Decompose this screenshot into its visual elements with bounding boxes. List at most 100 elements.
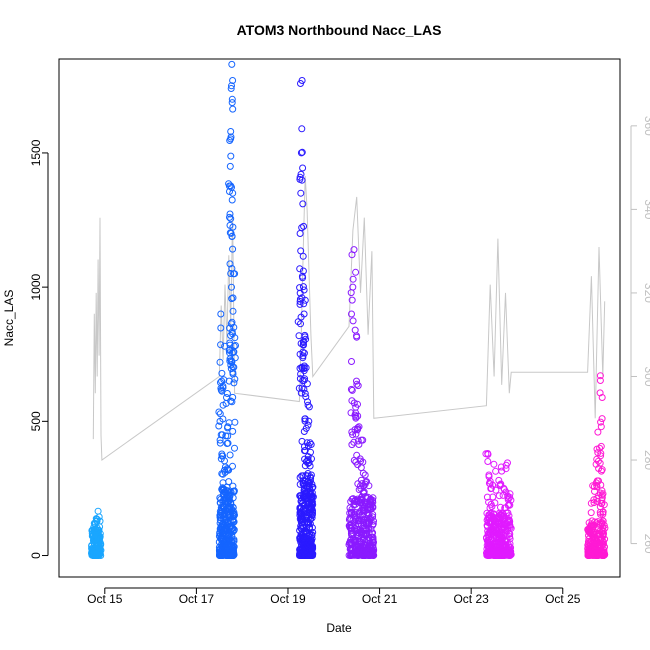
data-point	[304, 470, 312, 477]
data-point	[350, 512, 358, 520]
data-point	[224, 533, 232, 540]
data-point	[598, 519, 606, 526]
data-point	[307, 536, 315, 544]
y-tick-label: 1500	[29, 139, 43, 166]
data-point	[225, 478, 233, 486]
scatter-series	[88, 507, 105, 559]
data-point	[596, 549, 604, 557]
data-point	[596, 444, 604, 452]
data-point	[297, 505, 304, 513]
data-point	[502, 543, 510, 551]
data-point	[490, 551, 498, 559]
data-point	[351, 508, 359, 516]
data-point	[223, 390, 231, 397]
data-point	[505, 516, 513, 524]
data-point	[224, 424, 231, 432]
data-point	[370, 551, 378, 559]
data-point	[367, 495, 375, 503]
data-point	[484, 450, 492, 458]
data-point	[347, 527, 355, 535]
data-point	[227, 85, 235, 92]
y2-tick-label: 340	[642, 199, 650, 219]
data-point	[302, 552, 310, 559]
data-point	[223, 542, 231, 550]
data-point	[303, 380, 311, 388]
data-point	[504, 501, 512, 509]
data-point	[305, 403, 313, 411]
data-point	[347, 551, 355, 559]
data-point	[353, 426, 361, 434]
data-point	[347, 409, 355, 417]
data-point	[296, 295, 304, 303]
data-point	[231, 354, 239, 362]
data-point	[484, 538, 492, 546]
data-point	[586, 550, 594, 558]
data-point	[227, 397, 235, 405]
data-point	[365, 482, 373, 490]
data-point	[222, 550, 229, 558]
data-point	[300, 385, 308, 393]
data-point	[348, 358, 355, 365]
data-point	[230, 363, 238, 371]
data-point	[351, 326, 359, 334]
data-point	[297, 320, 304, 328]
data-point	[215, 532, 223, 540]
data-point	[302, 364, 310, 372]
data-point	[300, 492, 308, 500]
data-point	[355, 546, 362, 554]
data-point	[229, 245, 237, 253]
data-point	[300, 300, 308, 308]
data-point	[584, 551, 592, 559]
data-point	[229, 77, 237, 84]
data-point	[354, 437, 362, 445]
data-point	[96, 523, 104, 531]
data-point	[507, 524, 515, 532]
data-point	[95, 544, 103, 552]
data-point	[219, 452, 227, 460]
data-point	[307, 506, 314, 514]
data-point	[308, 498, 316, 506]
data-point	[298, 519, 306, 526]
data-point	[358, 496, 366, 504]
data-point	[596, 389, 604, 397]
data-point	[366, 534, 374, 542]
data-point	[300, 222, 308, 230]
data-point	[352, 430, 360, 438]
data-point	[486, 530, 494, 538]
data-point	[297, 189, 305, 197]
data-point	[363, 551, 371, 559]
data-point	[229, 307, 237, 315]
data-point	[299, 540, 307, 548]
data-point	[296, 230, 304, 237]
data-point	[229, 393, 237, 401]
data-point	[217, 310, 225, 318]
data-point	[227, 152, 235, 160]
data-point	[350, 399, 358, 407]
data-point	[595, 477, 602, 485]
data-point	[298, 148, 306, 156]
data-point	[306, 462, 314, 470]
data-point	[300, 310, 308, 318]
data-point	[226, 162, 234, 170]
data-point	[216, 508, 224, 515]
data-point	[353, 380, 361, 388]
data-point	[494, 518, 501, 526]
data-point	[296, 492, 304, 500]
data-point	[228, 82, 235, 90]
data-point	[346, 504, 354, 512]
data-point	[217, 324, 225, 332]
data-point	[298, 176, 306, 184]
data-point	[296, 534, 304, 542]
data-point	[225, 514, 233, 522]
data-point	[597, 449, 605, 457]
data-point	[596, 503, 604, 511]
y2-tick-label: 360	[642, 116, 650, 136]
data-point	[219, 415, 227, 423]
data-point	[357, 482, 364, 490]
data-point	[228, 196, 236, 204]
data-point	[216, 439, 224, 447]
data-point	[227, 215, 235, 223]
data-point	[353, 377, 360, 385]
data-point	[502, 461, 510, 469]
